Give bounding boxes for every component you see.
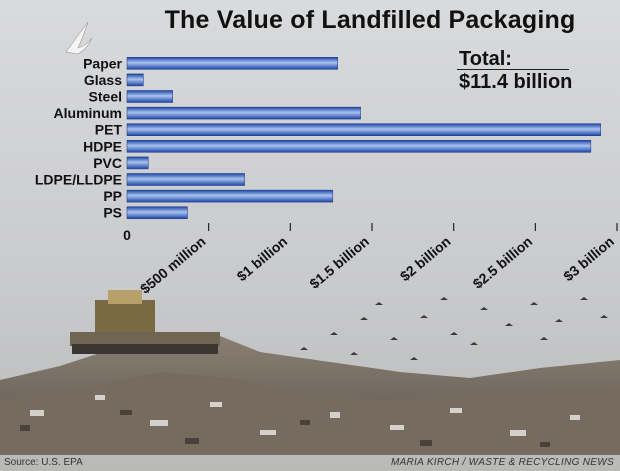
x-tick-label: 0: [123, 227, 131, 243]
bar-pvc: [126, 156, 149, 170]
credit-note: MARIA KIRCH / WASTE & RECYCLING NEWS: [390, 457, 614, 468]
x-tick-label: $2.5 billion: [470, 233, 536, 292]
bar-chart: PaperGlassSteelAluminumPETHDPEPVCLDPE/LL…: [35, 55, 618, 297]
bar-hdpe: [126, 140, 592, 153]
category-label: LDPE/LLDPE: [35, 172, 122, 188]
category-label: Glass: [84, 72, 122, 88]
chart-title: The Value of Landfilled Packaging: [164, 6, 576, 34]
total-underline: [457, 69, 569, 70]
category-label: PP: [103, 188, 122, 204]
bar-ps: [126, 206, 188, 219]
bar-pp: [126, 189, 334, 203]
total-label: Total:: [459, 48, 512, 70]
bar-glass: [126, 73, 144, 87]
x-tick-label: $1 billion: [233, 233, 290, 284]
total-value: $11.4 billion: [459, 71, 573, 93]
x-tick-label: $500 million: [137, 233, 209, 297]
seagull-icon: [65, 21, 93, 55]
bulldozer-icon: [70, 290, 220, 354]
category-label: PET: [95, 122, 123, 138]
bar-ldpe-lldpe: [126, 173, 245, 186]
category-label: PVC: [93, 155, 122, 171]
bar-pet: [126, 123, 601, 136]
category-label: PS: [103, 205, 122, 221]
bar-aluminum: [126, 106, 361, 120]
x-tick-label: $3 billion: [560, 233, 617, 284]
source-note: Source: U.S. EPA: [4, 457, 83, 468]
x-tick-label: $1.5 billion: [306, 233, 372, 292]
category-label: Steel: [89, 89, 122, 105]
bar-steel: [126, 90, 173, 103]
category-label: Aluminum: [54, 105, 122, 121]
category-label: HDPE: [83, 138, 122, 154]
category-label: Paper: [83, 55, 122, 71]
bar-paper: [126, 57, 338, 70]
x-tick-label: $2 billion: [397, 233, 454, 284]
